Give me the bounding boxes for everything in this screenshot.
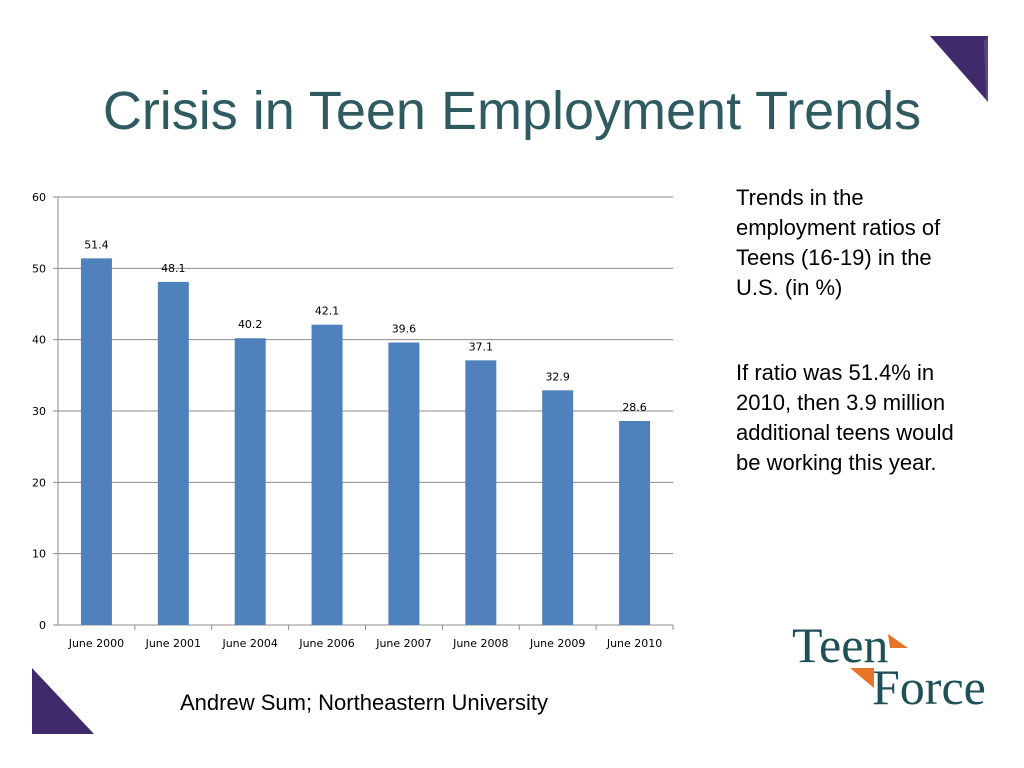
data-label: 32.9: [545, 370, 570, 383]
data-label: 40.2: [238, 318, 263, 331]
bar: [465, 360, 497, 625]
logo-arrow-lower: [850, 668, 874, 688]
y-tick-label: 50: [32, 262, 46, 275]
y-tick-label: 0: [39, 619, 46, 632]
y-tick-label: 10: [32, 548, 46, 561]
logo-text-teen: Teen: [792, 618, 888, 673]
data-label: 51.4: [84, 238, 109, 251]
corner-accent-bottom-left: [32, 668, 94, 734]
data-label: 48.1: [161, 262, 186, 275]
bar: [388, 342, 420, 625]
x-tick-label: June 2009: [529, 637, 585, 650]
logo-arrow-upper: [888, 634, 908, 648]
bar: [619, 420, 651, 625]
data-label: 28.6: [622, 401, 647, 414]
bar: [80, 258, 112, 625]
x-tick-label: June 2004: [221, 637, 277, 650]
bar-chart: 0 10 20 30 40 50 60 51.4 48.1 40.2 42.1 39.6 37.1 32…: [32, 191, 674, 650]
source-credit: Andrew Sum; Northeastern University: [180, 690, 549, 715]
bars: [80, 258, 651, 625]
corner-accent-top-right: [930, 36, 988, 102]
x-tick-label: June 2000: [68, 637, 124, 650]
x-tick-label: June 2010: [606, 637, 662, 650]
gridlines: [53, 196, 674, 630]
y-tick-label: 20: [32, 476, 46, 489]
data-label: 37.1: [469, 340, 494, 353]
data-label: 42.1: [315, 305, 340, 318]
impact-note: If ratio was 51.4% in 2010, then 3.9 mil…: [736, 360, 954, 475]
data-label: 39.6: [392, 323, 417, 336]
x-tick-label: June 2001: [145, 637, 201, 650]
x-tick-label: June 2007: [375, 637, 431, 650]
x-tick-label: June 2008: [452, 637, 508, 650]
bar: [234, 338, 266, 625]
chart-description: Trends in the employment ratios of Teens…: [736, 185, 941, 300]
y-tick-label: 40: [32, 334, 46, 347]
bar: [157, 281, 189, 625]
data-labels: 51.4 48.1 40.2 42.1 39.6 37.1 32.9 28.6: [84, 238, 647, 414]
y-tick-label: 60: [32, 191, 46, 204]
slide-title: Crisis in Teen Employment Trends: [102, 81, 922, 141]
y-tick-label: 30: [32, 405, 46, 418]
x-axis-ticks: June 2000 June 2001 June 2004 June 2006 June…: [68, 637, 663, 650]
y-axis-ticks: 0 10 20 30 40 50 60: [32, 191, 46, 632]
bar: [311, 324, 343, 625]
teenforce-logo: Teen Force: [792, 618, 986, 710]
logo-text-force: Force: [872, 659, 986, 710]
x-tick-label: June 2006: [298, 637, 354, 650]
bar: [542, 390, 574, 625]
